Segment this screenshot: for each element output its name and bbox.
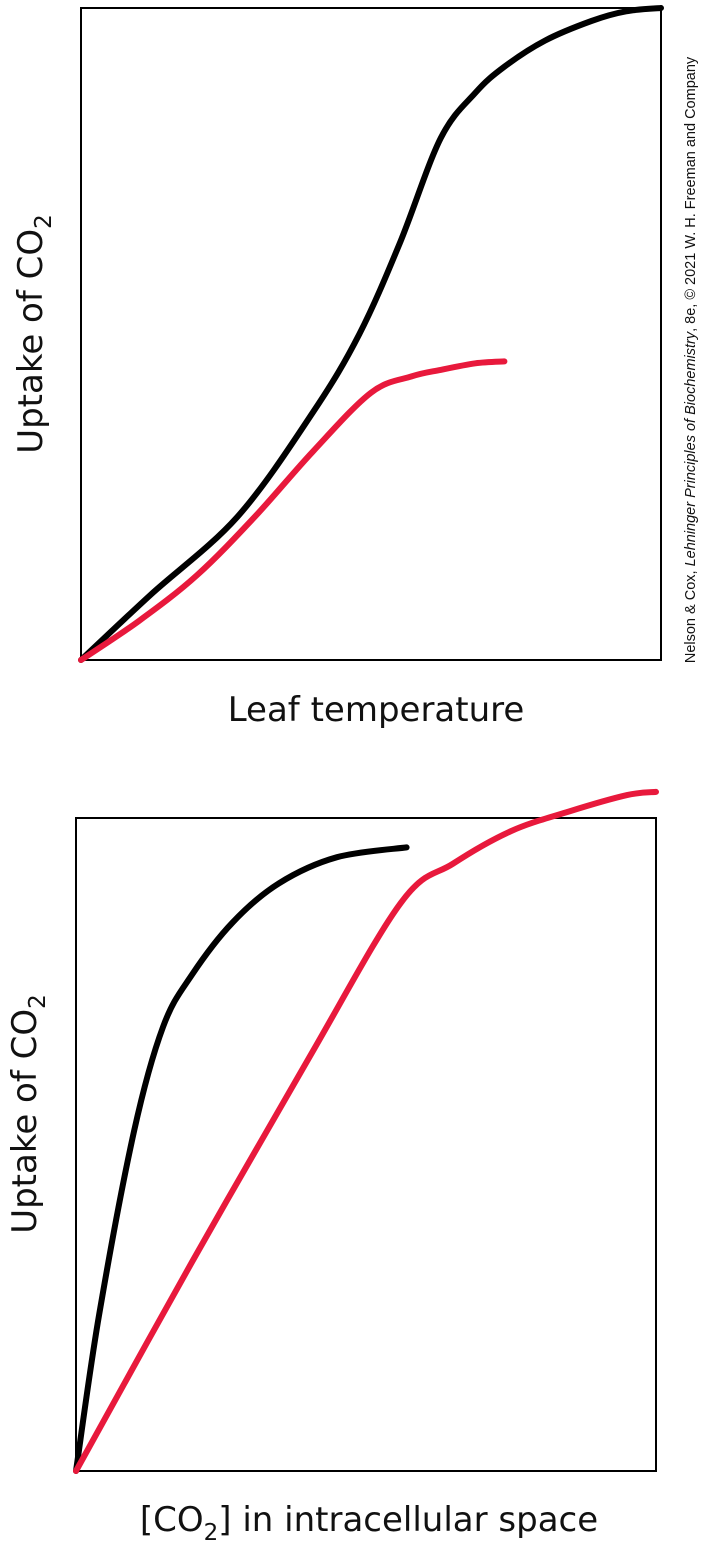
red-curve-top [78,358,508,663]
black-curve-bottom [73,844,410,1474]
chart-intracellular-co2: Uptake of CO2 [CO2] in intracellular spa… [5,788,659,1546]
y-axis-label-top: Uptake of CO2 [11,214,57,454]
series-group-top [78,5,664,663]
series-group-bottom [73,788,659,1474]
chart-leaf-temperature: Uptake of CO2 Leaf temperature [11,5,664,730]
black-curve-top [78,5,664,663]
x-axis-label-bottom: [CO2] in intracellular space [140,1500,598,1546]
credit-line: Nelson & Cox, Lehninger Principles of Bi… [683,56,699,663]
x-axis-label-top: Leaf temperature [228,690,525,730]
y-axis-label-bottom: Uptake of CO2 [5,994,51,1234]
plot-frame-bottom [75,817,657,1472]
plot-frame-top [80,7,662,661]
red-curve-bottom [73,788,659,1474]
